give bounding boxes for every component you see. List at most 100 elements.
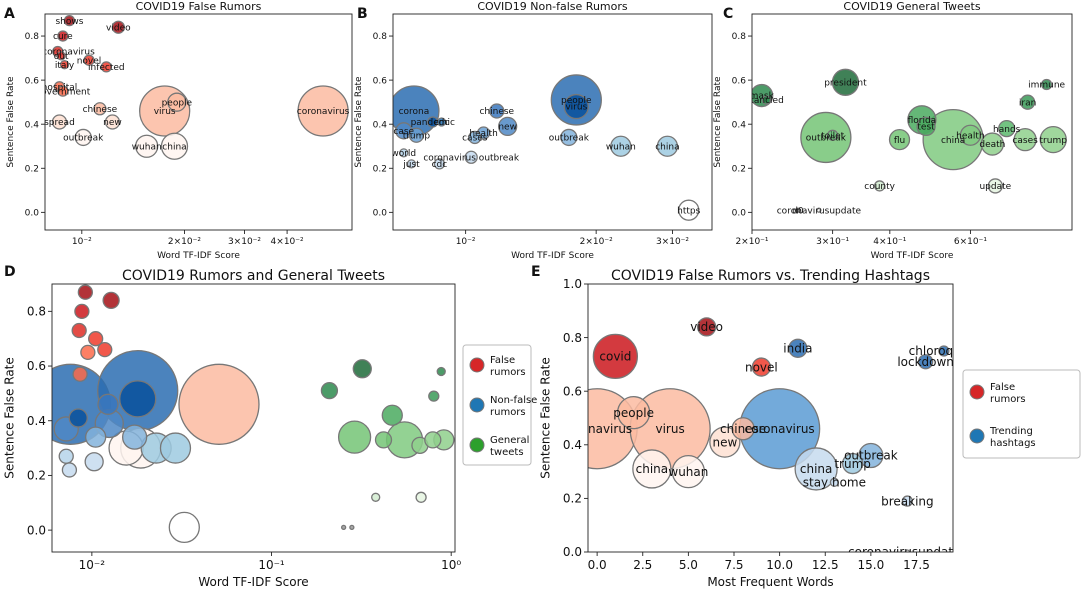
data-point-cdc — [436, 117, 447, 127]
point-label: stay home — [803, 476, 866, 490]
point-label: trump — [1040, 136, 1068, 146]
data-point — [119, 380, 157, 418]
point-label: video — [690, 320, 723, 334]
point-label: just — [402, 160, 420, 170]
point-label: china — [162, 142, 186, 152]
legend-label: rumors — [490, 407, 526, 418]
data-point-china — [794, 447, 838, 491]
y-axis-label: Sentence False Rate — [3, 357, 17, 479]
data-point-wuhan — [135, 134, 159, 158]
x-tick-label: 10.0 — [766, 558, 793, 572]
plot-frame — [587, 283, 954, 553]
point-label: novel — [77, 56, 102, 66]
data-point-chinese — [93, 102, 107, 116]
point-label: coronavirus — [297, 107, 350, 117]
x-tick-label: 5.0 — [679, 558, 698, 572]
x-tick-label: 2×10⁻² — [168, 237, 201, 247]
legend-label: Non-false — [490, 395, 537, 406]
data-point-outbreak — [560, 128, 578, 147]
data-point-shows — [63, 14, 76, 27]
y-tick-label: 0.4 — [27, 414, 46, 428]
y-tick-label: 0.8 — [27, 305, 46, 319]
data-point — [97, 393, 119, 415]
data-point — [424, 431, 442, 449]
y-tick-label: 0.6 — [373, 76, 388, 86]
data-point-spread — [51, 114, 68, 130]
point-label: wuhan — [606, 142, 636, 152]
point-label: chloroquine — [909, 344, 979, 358]
data-point-death — [980, 132, 1005, 156]
data-point-coronavirusupdates — [904, 549, 911, 552]
point-label: death — [979, 140, 1005, 150]
points-layer — [393, 74, 700, 221]
data-point-chloroquine — [938, 345, 950, 357]
y-tick-label: 0.0 — [563, 545, 582, 559]
chart-title: COVID19 General Tweets — [843, 0, 980, 13]
point-label: outbreak — [844, 449, 898, 463]
point-label: chinese — [720, 422, 766, 436]
point-labels-layer: coronapeopleviruspandemiccdcchinesenewca… — [393, 96, 701, 216]
data-point — [340, 524, 347, 531]
points-layer — [51, 14, 349, 160]
chart-panel-e: E COVID19 False Rumors vs. Trending Hasht… — [531, 264, 1081, 589]
data-point-new — [497, 116, 518, 137]
y-tick-label: 0.4 — [732, 120, 747, 130]
data-point — [77, 284, 94, 300]
y-tick-label: 0.2 — [27, 469, 46, 483]
point-label: flu — [894, 136, 905, 146]
y-tick-label: 0.8 — [732, 32, 747, 42]
data-point-out — [56, 51, 66, 61]
x-axis-label: Word TF-IDF Score — [511, 251, 594, 261]
data-point-china — [160, 132, 189, 160]
data-point — [371, 492, 381, 502]
point-label: shows — [55, 17, 83, 27]
point-label: mask — [750, 92, 775, 102]
data-point — [381, 404, 403, 426]
point-label: new coronavirus — [21, 48, 95, 58]
data-point-video — [696, 317, 717, 337]
y-tick-label: 0.6 — [25, 76, 40, 86]
panel-label: A — [4, 6, 15, 22]
data-point-d0 — [795, 207, 801, 213]
data-point-new — [104, 114, 121, 130]
legend-label: hashtags — [990, 438, 1036, 449]
x-tick-label: 3×10⁻² — [656, 237, 689, 247]
point-label: cases — [1012, 136, 1038, 146]
data-point-hands — [998, 119, 1016, 138]
chart-panel-b: B COVID19 Non-false Rumors corona peoplevir… — [354, 0, 713, 261]
point-label: d0 — [792, 206, 804, 216]
x-tick-label: 3×10⁻¹ — [816, 237, 849, 247]
y-tick-label: 0.2 — [563, 492, 582, 506]
x-tick-label: 15.0 — [858, 558, 885, 572]
data-point — [168, 511, 200, 544]
data-point-india — [788, 338, 808, 358]
data-point-coronavirus — [297, 85, 349, 137]
legend-label: rumors — [990, 394, 1026, 405]
data-point-cdc — [433, 158, 446, 170]
legend-swatch — [469, 437, 485, 453]
data-point-video — [111, 20, 126, 34]
data-point — [159, 432, 192, 464]
y-tick-label: 1.0 — [563, 277, 582, 291]
point-label: trump — [834, 457, 871, 471]
point-label: coronavirusupdates — [848, 545, 967, 559]
x-tick-label: 10⁻¹ — [258, 558, 285, 572]
point-label: outbreak — [549, 134, 590, 144]
y-axis-label: Sentence False Rate — [354, 76, 364, 168]
data-point-outbreak — [74, 128, 92, 147]
data-point — [97, 341, 113, 358]
point-label: health — [956, 131, 985, 141]
panel-label: C — [723, 6, 733, 22]
data-point-president — [831, 68, 860, 96]
point-label: corona — [399, 107, 430, 117]
point-label: president — [824, 78, 867, 88]
point-label: test — [917, 123, 935, 133]
data-point — [68, 408, 88, 428]
data-point — [352, 359, 372, 379]
y-tick-label: 0.4 — [563, 438, 582, 452]
point-label: breaking — [881, 494, 934, 508]
point-label: people — [162, 98, 193, 108]
data-point-chinese — [731, 417, 755, 441]
